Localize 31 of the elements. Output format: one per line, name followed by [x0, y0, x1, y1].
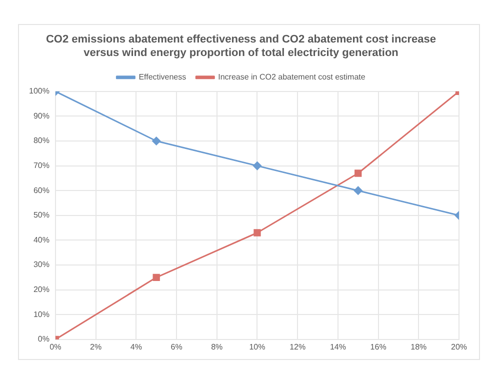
x-tick-label: 10%: [249, 342, 266, 352]
point: [252, 162, 262, 170]
legend-label: Effectiveness: [138, 72, 186, 82]
y-tick-label: 40%: [33, 235, 50, 244]
x-tick-label: 14%: [330, 342, 346, 352]
chart-title: CO2 emissions abatement effectiveness and CO2 abatement cost increase versus wind energy proportion of total electricity generation: [46, 34, 436, 59]
point: [254, 229, 261, 236]
y-tick-label: 60%: [33, 186, 50, 195]
x-tick-label: 16%: [370, 342, 386, 352]
x-tick-label: 8%: [211, 342, 223, 352]
y-tick-label: 100%: [28, 86, 50, 96]
x-tick-label: 18%: [410, 342, 427, 352]
y-tick-label: 20%: [33, 285, 50, 294]
y-tick-label: 30%: [33, 260, 50, 270]
point: [152, 136, 161, 146]
y-tick-label: 90%: [33, 111, 50, 120]
y-tick-label: 0%: [38, 334, 50, 344]
point: [152, 274, 160, 281]
x-tick-label: 20%: [450, 342, 468, 352]
y-tick-label: 50%: [33, 210, 50, 220]
x-tick-label: 4%: [130, 342, 142, 352]
y-tick-label: 70%: [33, 161, 50, 170]
x-tick-label: 6%: [170, 342, 182, 352]
x-tick-label: 0%: [50, 342, 62, 352]
legend-label: Increase in CO2 abatement cost estimate: [218, 72, 366, 82]
x-tick-label: 2%: [90, 342, 102, 352]
point: [354, 170, 362, 177]
y-tick-label: 80%: [33, 136, 50, 146]
x-tick-label: 12%: [290, 342, 306, 352]
y-tick-label: 10%: [33, 310, 50, 319]
point: [354, 186, 362, 195]
